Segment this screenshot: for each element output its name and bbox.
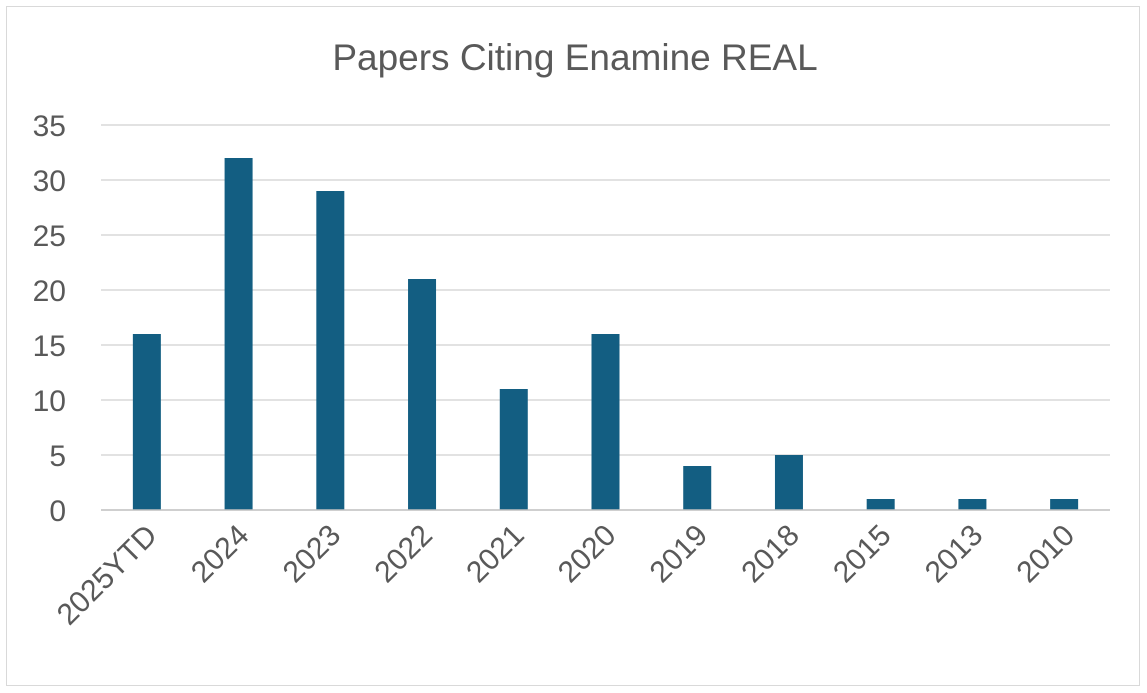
bar-2010 [1050, 499, 1079, 510]
x-tick-label: 2020 [552, 519, 623, 590]
x-tick-label: 2023 [277, 519, 348, 590]
bar-2015 [866, 499, 895, 510]
bar-2022 [408, 279, 437, 510]
bar-2023 [316, 191, 345, 510]
bar-2013 [958, 499, 987, 510]
y-axis-ticks: 0 5 10 15 20 25 30 35 [33, 110, 66, 528]
y-tick-label: 30 [33, 165, 66, 198]
bar-2018 [774, 455, 803, 510]
y-tick-label: 15 [33, 330, 66, 363]
chart-frame [6, 6, 1140, 686]
x-tick-label: 2024 [185, 519, 256, 590]
bar-2025YTD [132, 334, 161, 510]
x-tick-label: 2018 [735, 519, 806, 590]
bar-2019 [683, 466, 712, 510]
x-tick-label: 2013 [919, 519, 990, 590]
bar-2020 [591, 334, 620, 510]
y-tick-label: 20 [33, 275, 66, 308]
x-tick-label: 2025YTD [51, 519, 164, 632]
y-tick-label: 0 [49, 495, 66, 528]
y-tick-label: 35 [33, 110, 66, 143]
x-tick-label: 2019 [644, 519, 715, 590]
x-tick-label: 2015 [827, 519, 898, 590]
y-tick-label: 10 [33, 385, 66, 418]
x-tick-label: 2022 [368, 519, 439, 590]
gridlines [101, 124, 1110, 456]
bar-2024 [224, 158, 253, 510]
y-tick-label: 25 [33, 220, 66, 253]
x-tick-label: 2010 [1011, 519, 1082, 590]
bar-2021 [499, 389, 528, 510]
chart-title: Papers Citing Enamine REAL [332, 37, 817, 78]
x-tick-label: 2021 [460, 519, 531, 590]
y-tick-label: 5 [49, 440, 66, 473]
bars [132, 158, 1079, 510]
x-axis-ticks: 2025YTD 2024 2023 2022 2021 2020 2019 2018 2015 2… [51, 519, 1081, 632]
